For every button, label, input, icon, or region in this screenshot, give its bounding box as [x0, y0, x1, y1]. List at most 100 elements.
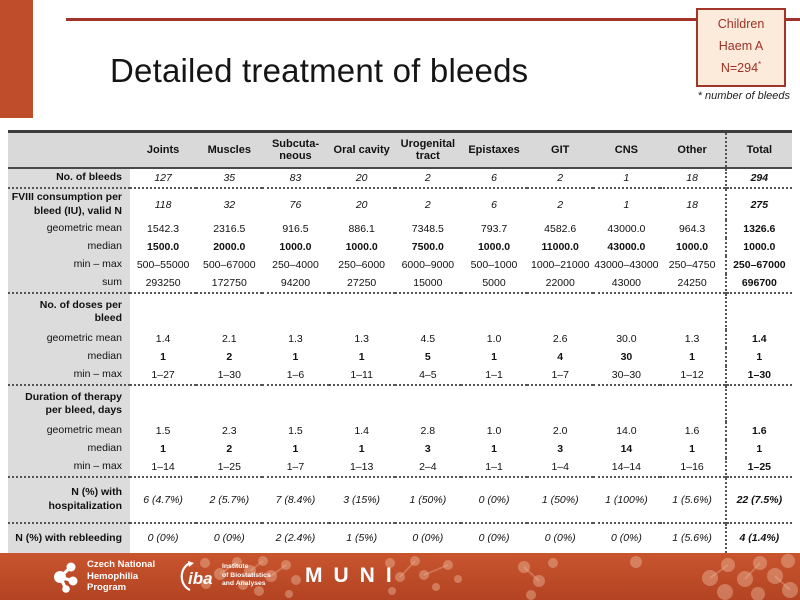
table-cell: 1–30 — [724, 366, 792, 386]
table-cell: 1–6 — [286, 369, 305, 382]
table-cell: 43000 — [611, 277, 641, 290]
table-cell: 3 — [557, 443, 564, 456]
table-cell: 1 — [593, 186, 660, 221]
table-cell: 6 (4.7%) — [130, 476, 197, 523]
table-cell: 76 — [262, 186, 329, 221]
table-cell — [659, 384, 726, 423]
table-row: median 1 2 1 1 3 1 3 14 1 1 — [8, 440, 792, 459]
table-cell: 0 (0%) — [394, 521, 461, 555]
iba-mark-icon: iba — [180, 561, 213, 592]
table-cell: 2316.5 — [213, 223, 246, 236]
table-cell: 1000.0 — [279, 241, 312, 254]
table-cell — [130, 292, 197, 331]
table-cell: 1 (5%) — [328, 521, 395, 555]
table-cell: 294 — [724, 168, 792, 188]
table-cell: 4–5 — [419, 369, 437, 382]
table-cell: 696700 — [724, 274, 792, 294]
table-container: Joints Muscles Subcuta- neous Oral cavity Ur… — [8, 130, 792, 557]
column-header: Oral cavity — [328, 131, 395, 169]
table-cell: 22 (7.5%) — [724, 476, 792, 523]
row-label: min – max — [8, 458, 130, 478]
table-cell: 1–13 — [349, 461, 374, 474]
table-cell: 2 (5.7%) — [196, 476, 263, 523]
table-cell: 500–55000 — [136, 259, 190, 272]
column-header: CNS — [593, 131, 660, 169]
table-row: N (%) with hospitalization 6 (4.7%) 2 (5.7… — [8, 476, 792, 523]
table-cell — [262, 384, 329, 423]
table-cell: 1 — [358, 351, 365, 364]
table-row: min – max 500–55000 500–67000 250–4000 250–6… — [8, 256, 792, 275]
header-corner — [8, 131, 130, 169]
table-cell: 1500.0 — [147, 241, 180, 254]
table-cell: 1 (100%) — [593, 476, 660, 523]
table-cell: 3 (15%) — [328, 476, 395, 523]
table-cell: 1000.0 — [724, 238, 792, 257]
row-label: min – max — [8, 366, 130, 386]
population-badge: Children Haem A N=294* — [696, 8, 786, 87]
row-label: No. of doses per bleed — [8, 292, 130, 331]
table-cell: 793.7 — [480, 223, 508, 236]
table-cell: 2.3 — [221, 425, 237, 438]
table-cell: 6000–9000 — [401, 259, 455, 272]
table-cell: 250–6000 — [338, 259, 386, 272]
table-cell: 14 — [620, 443, 633, 456]
table-cell: 2 — [527, 186, 594, 221]
table-cell: 2 — [394, 186, 461, 221]
row-label: N (%) with hospitalization — [8, 476, 130, 523]
table-cell: 1.3 — [684, 333, 700, 346]
iba-text: Institute of Biostatistics and Analyses — [222, 563, 271, 588]
table-row: N (%) with rebleeding 0 (0%) 0 (0%) 2 (2.4%… — [8, 521, 792, 555]
column-header: Epistaxes — [460, 131, 528, 169]
cnhp-line-1: Czech National — [87, 559, 156, 570]
table-cell: 2 (2.4%) — [262, 521, 329, 555]
table-cell: 94200 — [280, 277, 311, 290]
table-cell: 6 — [491, 172, 497, 184]
cnhp-text: Czech National Hemophilia Program — [87, 559, 155, 594]
table-cell: 7500.0 — [411, 241, 444, 254]
table-cell: 4 (1.4%) — [724, 521, 792, 555]
table-cell: 293250 — [145, 277, 181, 290]
bleeds-table: Joints Muscles Subcuta- neous Oral cavity Ur… — [8, 130, 792, 557]
table-cell: 1000.0 — [676, 241, 709, 254]
table-cell: 2 — [557, 172, 564, 184]
table-cell: 2.8 — [420, 425, 436, 438]
table-cell: 7 (8.4%) — [262, 476, 329, 523]
table-cell: 1–7 — [551, 369, 569, 382]
footer-band: Czech National Hemophilia Program iba In… — [0, 553, 800, 600]
badge-line-1: Children — [717, 17, 765, 31]
table-row: min – max 1–27 1–30 1–6 1–11 4–5 1–1 1–7 30–30 1–… — [8, 366, 792, 386]
row-label: geometric mean — [8, 422, 130, 441]
column-header: Total — [724, 131, 792, 169]
table-cell: 1–11 — [350, 369, 373, 382]
table-cell: 1 — [292, 351, 299, 364]
row-label: No. of bleeds — [8, 168, 130, 188]
row-label: Duration of therapy per bleed, days — [8, 384, 130, 423]
left-accent-bar — [0, 0, 33, 118]
table-cell: 500–67000 — [203, 259, 256, 272]
table-cell: 30–30 — [611, 369, 641, 382]
table-row: FVIII consumption per bleed (IU), valid … — [8, 186, 792, 221]
column-header: Urogenital tract — [394, 131, 461, 169]
footnote: * number of bleeds — [697, 90, 790, 102]
row-label: geometric mean — [8, 220, 130, 239]
table-cell: 2 — [424, 172, 431, 184]
row-label: median — [8, 348, 130, 367]
table-cell: 1–25 — [724, 458, 792, 478]
table-cell: 43000.0 — [607, 241, 646, 254]
table-cell — [724, 384, 792, 423]
table-cell: 1 (50%) — [394, 476, 461, 523]
table-cell — [527, 292, 594, 331]
table-cell: 1 — [623, 172, 630, 184]
column-header: GIT — [527, 131, 594, 169]
table-cell: 916.5 — [282, 223, 309, 236]
table-cell: 1 — [160, 443, 167, 456]
table-cell: 5000 — [482, 277, 506, 290]
row-label: median — [8, 238, 130, 257]
table-cell: 83 — [289, 172, 302, 184]
table-cell: 1.3 — [354, 333, 369, 346]
iba-line-2: of Biostatistics — [222, 571, 271, 579]
table-row: min – max 1–14 1–25 1–7 1–13 2–4 1–1 1–4 14–14 1–… — [8, 458, 792, 478]
badge-asterisk: * — [758, 59, 762, 69]
table-cell: 1–14 — [151, 461, 175, 474]
